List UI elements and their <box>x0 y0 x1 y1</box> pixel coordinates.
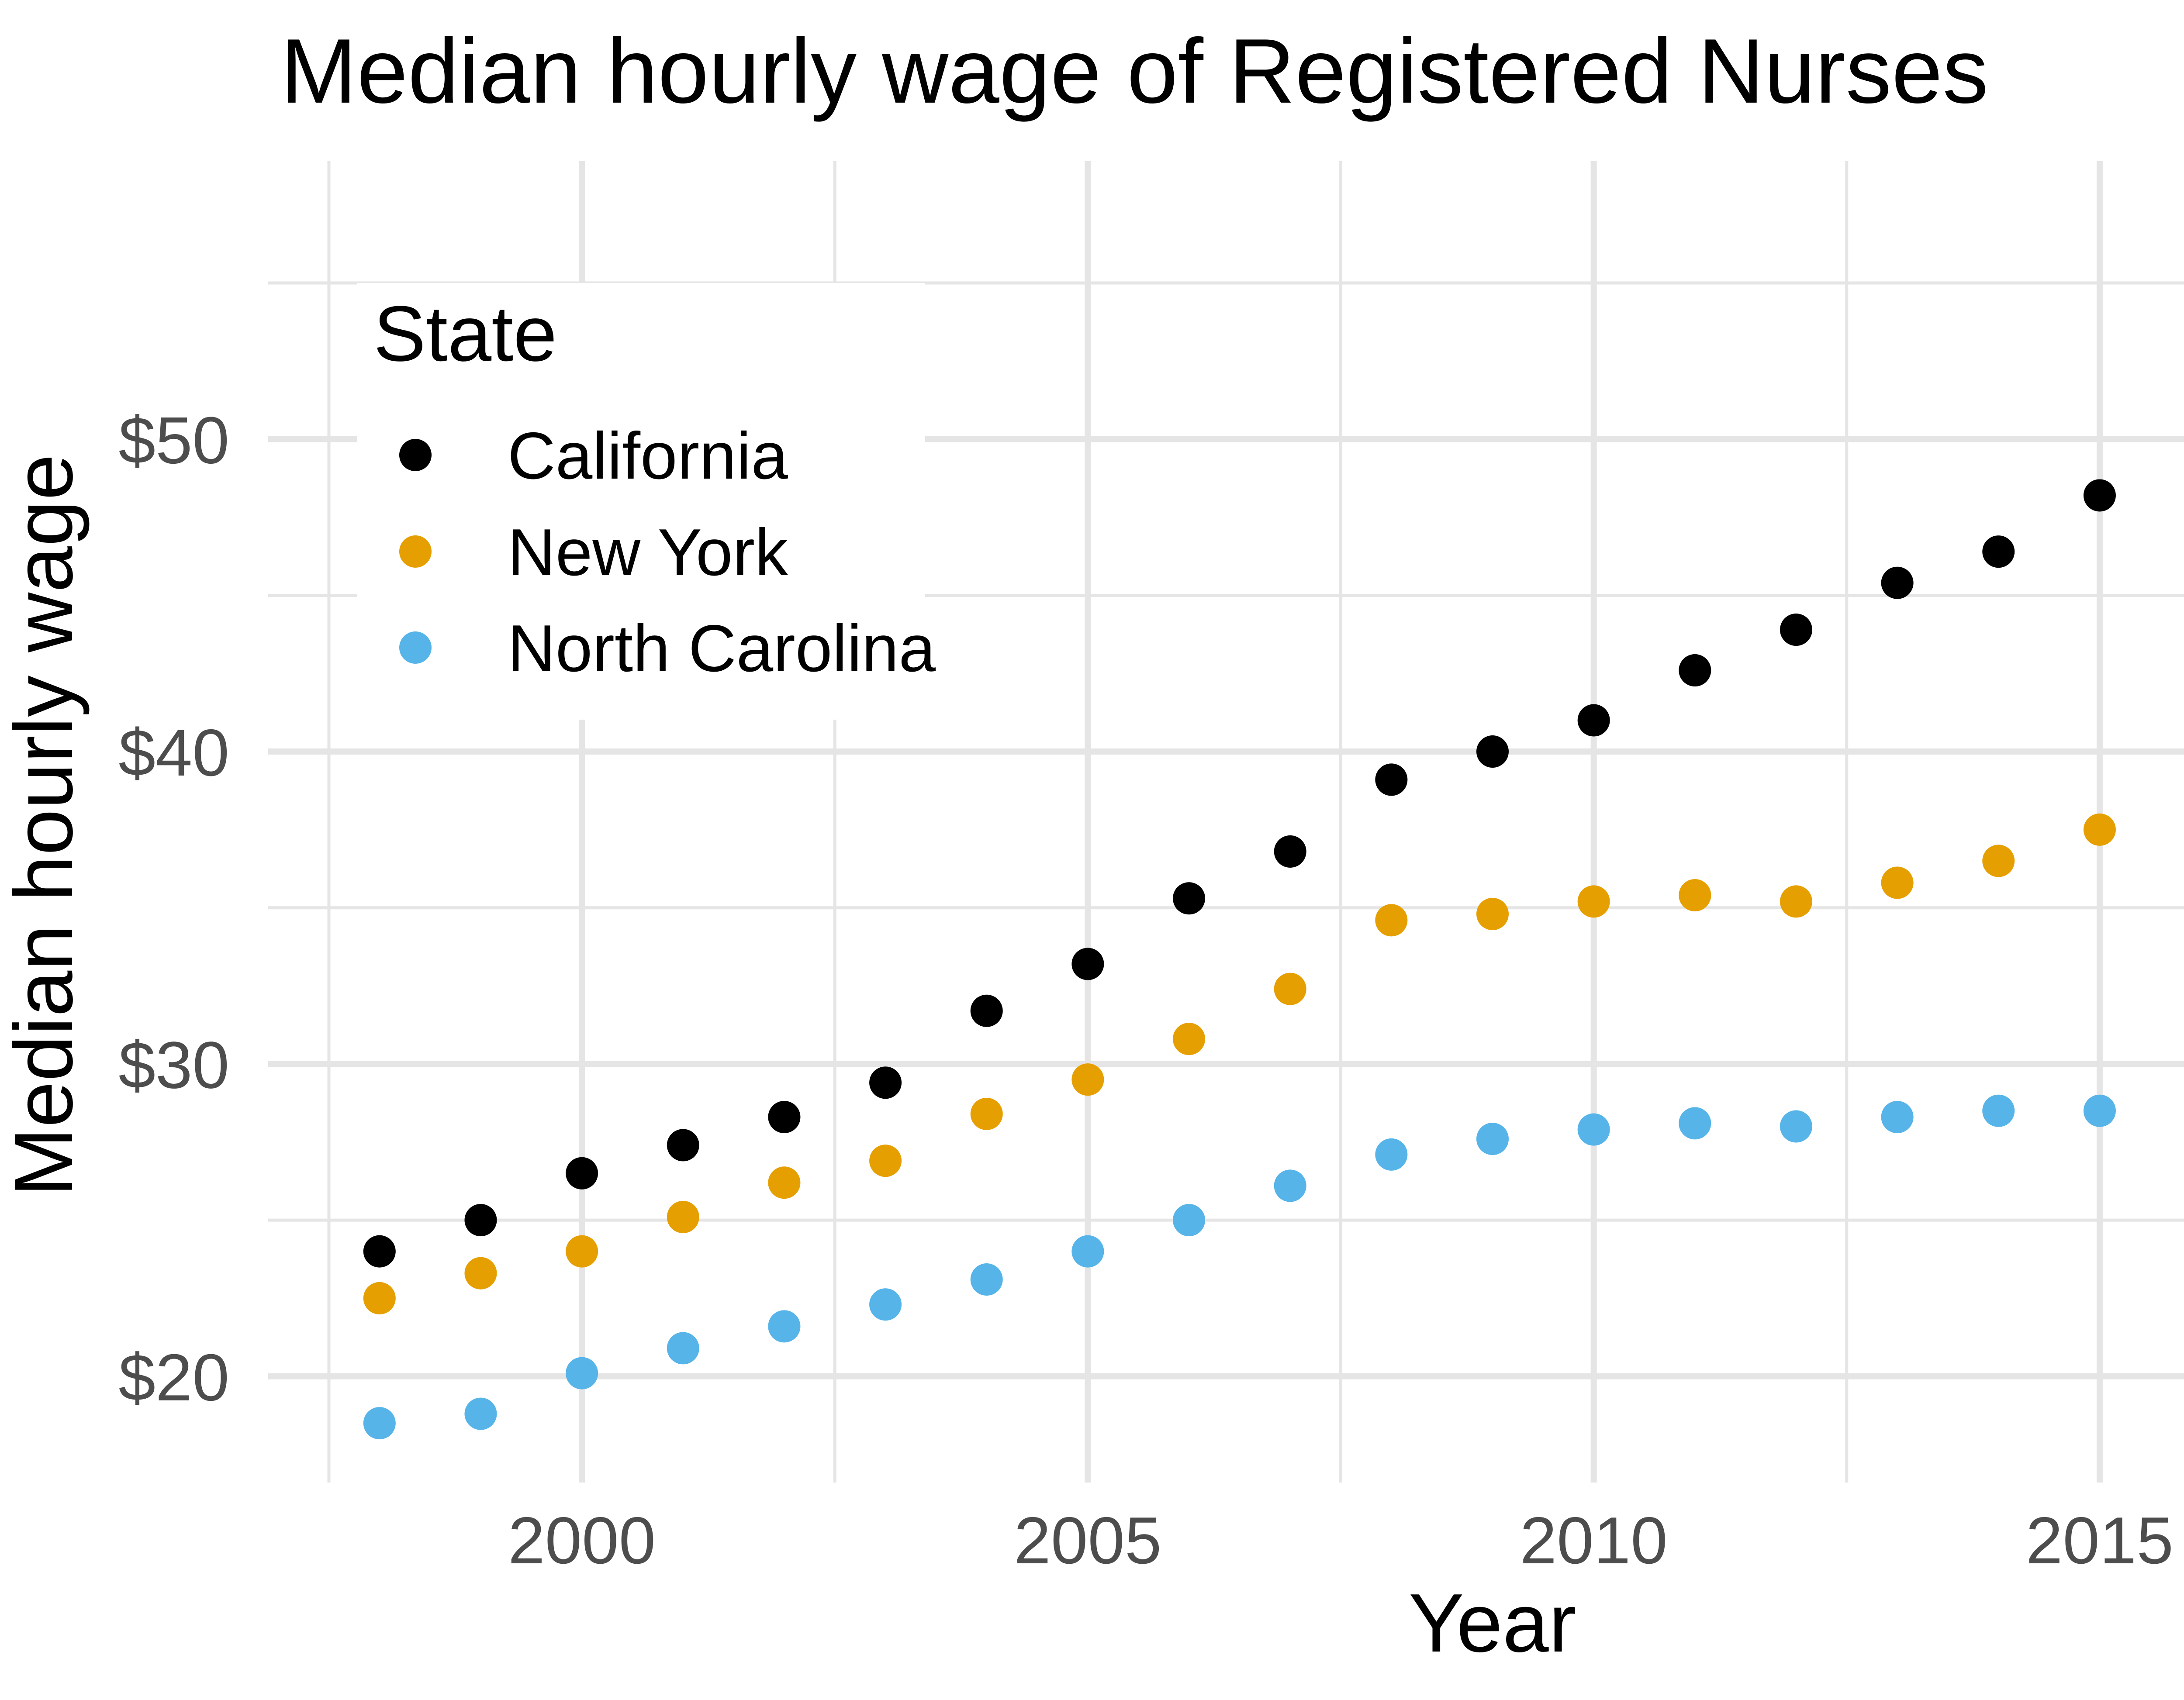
data-point <box>1274 972 1306 1005</box>
data-point <box>1679 879 1711 912</box>
legend-swatch-new-york <box>399 535 432 568</box>
data-point <box>1071 948 1104 980</box>
data-point <box>1679 1107 1711 1140</box>
data-point <box>1982 845 2015 877</box>
legend-items: California New York North Carolina <box>399 419 936 686</box>
chart-title: Median hourly wage of Registered Nurses <box>280 20 1988 122</box>
data-point <box>1173 1204 1206 1237</box>
legend: State California New York North Carolina <box>357 283 936 720</box>
legend-swatch-california <box>399 439 432 471</box>
data-point <box>464 1257 497 1290</box>
legend-item: North Carolina <box>399 611 936 686</box>
data-point <box>1173 882 1206 915</box>
data-point <box>363 1282 396 1314</box>
data-point <box>869 1066 902 1099</box>
data-point <box>2083 479 2116 512</box>
x-tick-label: 2010 <box>1520 1503 1668 1578</box>
x-tick-label: 2000 <box>508 1503 656 1578</box>
data-point <box>768 1101 801 1134</box>
data-point <box>768 1310 801 1343</box>
data-point <box>464 1204 497 1237</box>
data-points <box>363 479 2116 1440</box>
data-point <box>1982 535 2015 568</box>
data-point <box>1476 898 1509 931</box>
data-point <box>667 1332 699 1365</box>
data-point <box>1375 904 1408 937</box>
y-tick-label: $40 <box>118 716 229 790</box>
data-point <box>1881 866 1914 899</box>
data-point <box>566 1157 598 1190</box>
legend-background <box>357 283 925 720</box>
data-point <box>1780 614 1812 646</box>
x-tick-label: 2005 <box>1014 1503 1161 1578</box>
y-tick-label: $50 <box>118 403 229 478</box>
data-point <box>1881 566 1914 599</box>
y-tick-label: $30 <box>118 1028 229 1102</box>
data-point <box>869 1288 902 1321</box>
data-point <box>1071 1235 1104 1268</box>
data-point <box>1071 1063 1104 1096</box>
legend-title: State <box>373 290 557 378</box>
data-point <box>768 1166 801 1199</box>
y-axis-title: Median hourly wage <box>0 454 90 1197</box>
data-point <box>1173 1023 1206 1055</box>
data-point <box>1577 1113 1610 1146</box>
data-point <box>869 1145 902 1177</box>
series-north-carolina <box>363 1094 2116 1440</box>
legend-swatch-north-carolina <box>399 631 432 664</box>
data-point <box>1375 763 1408 796</box>
data-point <box>970 1097 1003 1130</box>
data-point <box>363 1407 396 1440</box>
series-new-york <box>363 813 2116 1314</box>
data-point <box>1577 704 1610 737</box>
x-axis-tick-labels: 20002005201020152020 <box>508 1503 2174 1578</box>
data-point <box>566 1357 598 1390</box>
data-point <box>464 1397 497 1430</box>
data-point <box>970 1263 1003 1296</box>
data-point <box>1375 1138 1408 1171</box>
y-tick-label: $20 <box>118 1341 229 1415</box>
legend-item-label: California <box>508 419 788 493</box>
data-point <box>1982 1094 2015 1127</box>
data-point <box>1274 835 1306 868</box>
legend-item-label: New York <box>508 515 788 590</box>
data-point <box>1476 735 1509 768</box>
data-point <box>2083 1094 2116 1127</box>
data-point <box>667 1129 699 1162</box>
x-tick-label: 2015 <box>2026 1503 2174 1578</box>
data-point <box>1274 1169 1306 1202</box>
data-point <box>2083 813 2116 846</box>
data-point <box>1881 1101 1914 1134</box>
legend-item: California <box>399 419 788 493</box>
data-point <box>1780 1110 1812 1143</box>
data-point <box>566 1235 598 1268</box>
legend-item: New York <box>399 515 788 590</box>
legend-item-label: North Carolina <box>508 611 936 686</box>
x-axis-title: Year <box>1409 1577 1576 1669</box>
data-point <box>1780 885 1812 918</box>
series-california <box>363 479 2116 1268</box>
data-point <box>667 1200 699 1233</box>
data-point <box>1577 885 1610 918</box>
data-point <box>1679 654 1711 687</box>
data-point <box>970 994 1003 1027</box>
y-axis-tick-labels: $20 $30 $40 $50 <box>118 403 229 1415</box>
data-point <box>363 1235 396 1268</box>
data-point <box>1476 1123 1509 1155</box>
